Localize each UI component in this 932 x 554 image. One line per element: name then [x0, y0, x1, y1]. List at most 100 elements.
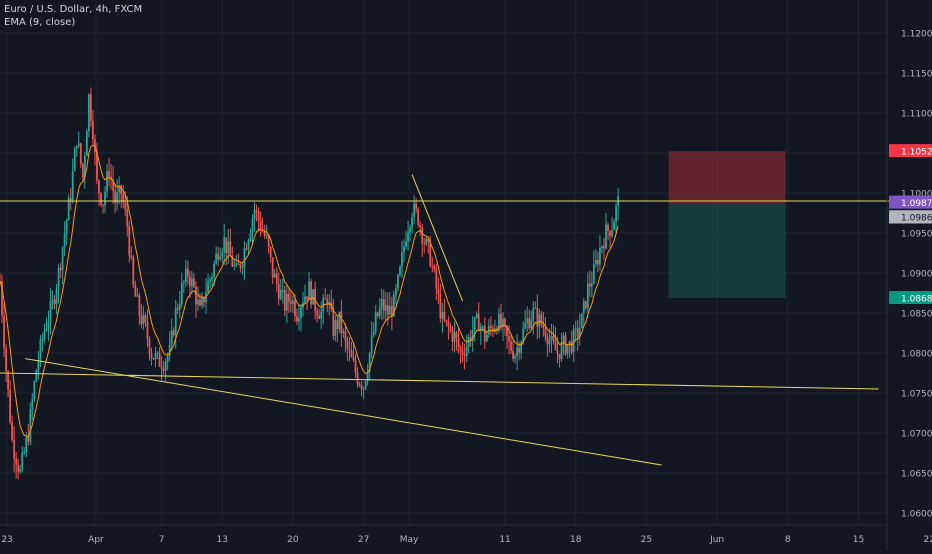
candle-body — [90, 94, 92, 122]
candle-body — [263, 231, 266, 236]
candle-body — [423, 243, 426, 245]
candle-body — [483, 326, 486, 342]
candle-body — [582, 301, 585, 314]
candle-body — [560, 342, 563, 360]
candle-body — [384, 305, 387, 311]
time-tick-label: 13 — [216, 535, 227, 545]
candle-body — [21, 452, 24, 470]
candle-body — [126, 209, 129, 227]
candle-body — [607, 224, 609, 232]
candle-body — [595, 259, 597, 265]
candle-body — [294, 300, 296, 317]
candle-body — [380, 298, 383, 308]
time-tick-label: May — [400, 535, 419, 545]
candle-body — [566, 344, 569, 354]
candle-body — [237, 263, 240, 265]
current-price-badge-bg — [889, 195, 932, 209]
candle-body — [463, 354, 466, 357]
stop-price-badge-bg — [889, 144, 932, 158]
candle-body — [439, 294, 442, 319]
candle-body — [475, 313, 478, 318]
candle-body — [273, 273, 276, 278]
candle-body — [310, 281, 312, 305]
candle-body — [195, 286, 197, 305]
candle-body — [324, 298, 327, 300]
candle-body — [336, 320, 339, 329]
candle-body — [540, 314, 543, 325]
candle-body — [578, 327, 581, 337]
candle-body — [447, 321, 450, 328]
candle-body — [344, 331, 347, 341]
candle-body — [29, 409, 32, 442]
trendline[interactable] — [25, 358, 662, 466]
candle-body — [364, 381, 367, 389]
stop-loss-zone[interactable] — [668, 151, 786, 205]
candle-body — [552, 335, 555, 342]
candle-body — [215, 253, 218, 264]
candle-body — [455, 332, 458, 339]
candle-body — [261, 230, 264, 232]
candle-body — [409, 227, 411, 233]
candle-body — [178, 304, 181, 310]
candle-body — [574, 328, 577, 330]
candle-body — [590, 283, 593, 287]
candle-body — [217, 253, 220, 260]
price-tick-label: 1.06000 — [901, 510, 932, 520]
trendline[interactable] — [411, 174, 464, 302]
price-tick-label: 1.12000 — [901, 30, 932, 40]
candle-body — [498, 314, 500, 331]
candle-body — [168, 344, 171, 356]
candle-body — [372, 331, 375, 336]
candle-body — [130, 255, 133, 258]
candle-body — [57, 268, 60, 290]
candle-body — [449, 327, 452, 331]
candle-body — [152, 358, 155, 360]
time-tick-label: Jun — [709, 535, 724, 545]
candle-body — [265, 235, 268, 237]
candle-body — [35, 370, 38, 382]
take-profit-zone[interactable] — [668, 204, 786, 299]
target-price-badge: 1.08687 — [901, 295, 932, 305]
candle-body — [65, 220, 68, 234]
candle-body — [245, 248, 248, 250]
candle-body — [576, 328, 579, 337]
ema-line — [0, 144, 619, 438]
candle-body — [489, 326, 492, 329]
time-tick-label: 22 — [923, 535, 932, 545]
candle-body — [188, 276, 191, 287]
candle-body — [603, 246, 605, 249]
candle-body — [318, 315, 321, 319]
candle-body — [23, 452, 26, 454]
candle-body — [132, 257, 135, 286]
candle-body — [459, 347, 462, 352]
candle-body — [342, 331, 345, 333]
candle-body — [504, 318, 506, 326]
candle-body — [69, 198, 72, 201]
candle-body — [41, 339, 44, 341]
candle-body — [164, 361, 167, 371]
candle-body — [221, 252, 224, 257]
candle-body — [160, 366, 163, 369]
candle-body — [239, 263, 242, 268]
candle-body — [112, 179, 115, 192]
candle-body — [98, 180, 100, 194]
candle-body — [122, 194, 125, 203]
candle-body — [285, 293, 288, 311]
candle-body — [59, 268, 62, 270]
candle-body — [425, 238, 428, 244]
candle-body — [461, 351, 464, 355]
candle-body — [73, 148, 76, 171]
candle-body — [118, 185, 121, 193]
candle-body — [465, 347, 468, 357]
candle-body — [300, 307, 302, 318]
candle-body — [197, 299, 199, 305]
candle-body — [166, 355, 169, 362]
candle-body — [67, 198, 70, 221]
trendline[interactable] — [0, 372, 879, 390]
candle-body — [615, 206, 617, 222]
candle-body — [186, 268, 189, 277]
candle-body — [407, 232, 409, 242]
candle-body — [538, 314, 541, 327]
